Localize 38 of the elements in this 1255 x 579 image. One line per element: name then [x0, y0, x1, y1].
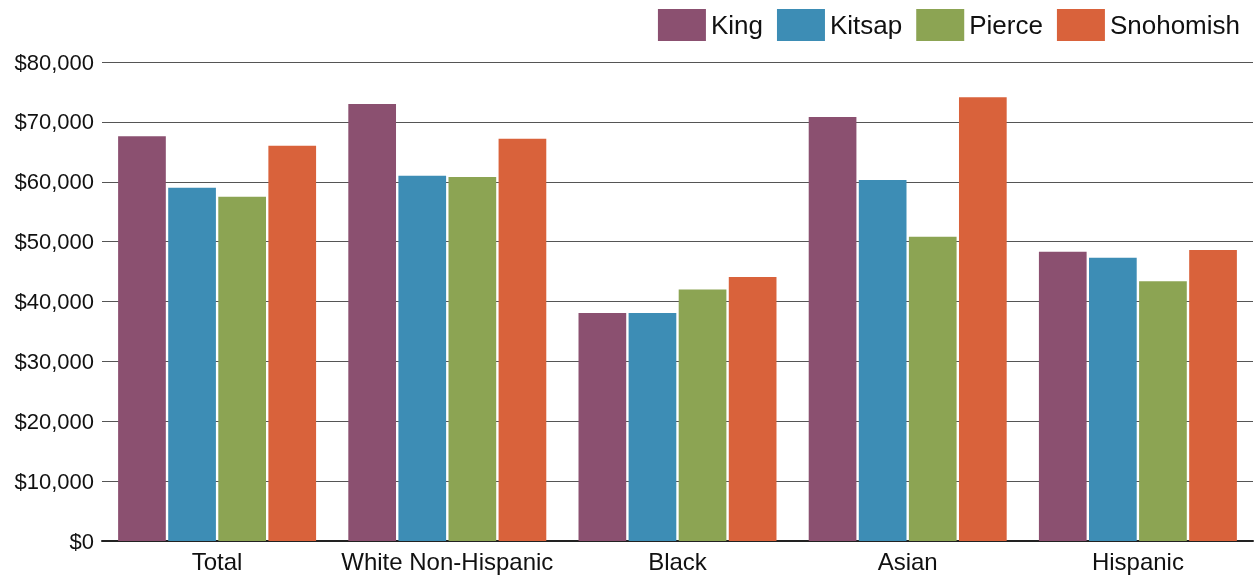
bar [398, 175, 447, 541]
x-tick-label: Black [648, 547, 708, 575]
y-tick-label: $0 [69, 528, 94, 554]
y-tick-label: $70,000 [14, 109, 94, 135]
bar [498, 138, 547, 541]
y-tick-label: $10,000 [14, 468, 94, 494]
bar [908, 236, 957, 541]
bar [578, 312, 627, 541]
y-tick-label: $20,000 [14, 408, 94, 434]
legend-label: Snohomish [1109, 10, 1240, 40]
x-tick-label: Total [191, 547, 243, 575]
bar [628, 312, 677, 541]
bar [348, 103, 397, 541]
y-tick-label: $80,000 [14, 49, 94, 75]
bar [958, 97, 1007, 541]
legend-label: Kitsap [829, 10, 903, 40]
bar [448, 176, 497, 541]
bar [118, 136, 166, 541]
x-tick-label: White Non-Hispanic [341, 547, 554, 575]
bar [218, 196, 266, 541]
y-tick-label: $50,000 [14, 229, 94, 255]
x-tick-label: Hispanic [1091, 547, 1184, 575]
bar [728, 276, 777, 541]
legend-label: Pierce [969, 10, 1043, 40]
x-tick-label: Asian [877, 547, 938, 575]
bar [1089, 257, 1137, 541]
bar [1038, 251, 1087, 541]
y-tick-label: $60,000 [14, 169, 94, 195]
bar [858, 179, 907, 541]
legend-label: King [710, 10, 763, 40]
bar [808, 117, 857, 541]
y-tick-label: $40,000 [14, 289, 94, 314]
y-tick-label: $30,000 [14, 348, 94, 374]
bar [678, 289, 727, 541]
bar [268, 145, 317, 541]
bar [1189, 250, 1237, 541]
bar [1139, 281, 1187, 541]
bar [168, 187, 216, 541]
